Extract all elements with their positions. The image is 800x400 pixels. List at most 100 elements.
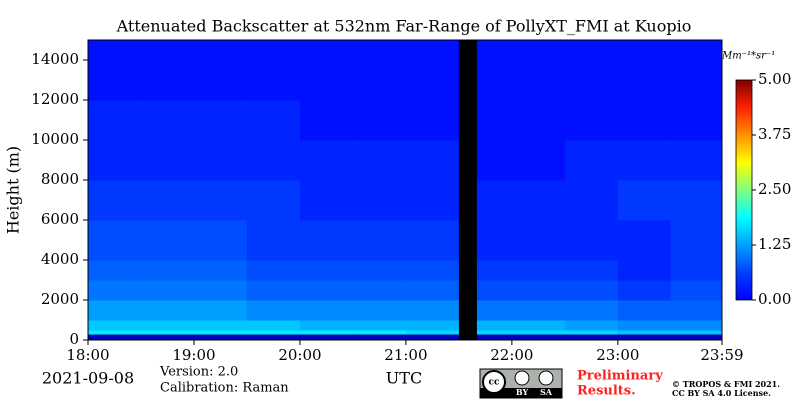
cell	[670, 260, 723, 281]
no-data	[458, 40, 478, 101]
cell	[405, 220, 460, 261]
cell	[193, 280, 248, 301]
cell	[564, 260, 619, 281]
cc-by: BY	[516, 387, 529, 397]
version: Version: 2.0	[159, 365, 238, 380]
no-data	[458, 300, 478, 321]
cell	[299, 280, 354, 301]
cell	[352, 140, 407, 181]
cell	[299, 330, 354, 335]
cell	[511, 260, 566, 281]
date: 2021-09-08	[42, 369, 134, 388]
cell	[299, 260, 354, 281]
cell	[140, 320, 195, 331]
cell	[88, 100, 142, 141]
cell	[352, 40, 407, 101]
cell	[352, 330, 407, 335]
cell	[246, 320, 301, 331]
calibration: Calibration: Raman	[160, 381, 289, 396]
cell	[193, 40, 248, 101]
cell	[670, 220, 723, 261]
cell	[88, 300, 142, 321]
svg-text:cc: cc	[489, 378, 500, 388]
cell	[617, 300, 672, 321]
no-data	[458, 320, 478, 331]
y-tick-label: 6000	[41, 210, 79, 228]
plot-frame	[87, 39, 723, 341]
x-tick-label: 22:00	[490, 346, 533, 364]
cell	[140, 300, 195, 321]
y-tick-label: 0	[69, 330, 79, 348]
chart-title: Attenuated Backscatter at 532nm Far-Rang…	[116, 17, 692, 36]
cell	[140, 100, 195, 141]
cell	[246, 40, 301, 101]
cell	[352, 334, 407, 341]
cell	[564, 300, 619, 321]
cell	[511, 220, 566, 261]
no-data	[458, 260, 478, 281]
colorbar-tick-label: 5.00	[758, 70, 791, 88]
cell	[88, 320, 142, 331]
cell	[140, 330, 195, 335]
cell	[617, 320, 672, 331]
cell	[405, 260, 460, 281]
cell	[88, 40, 142, 101]
cell	[511, 140, 566, 181]
cell	[88, 330, 142, 335]
cell	[476, 260, 513, 281]
cell	[670, 140, 723, 181]
cell	[617, 40, 672, 101]
cell	[511, 280, 566, 301]
cell	[617, 220, 672, 261]
cell	[88, 140, 142, 181]
cell	[299, 140, 354, 181]
cell	[140, 180, 195, 221]
cell	[476, 40, 513, 101]
y-tick-label: 8000	[41, 170, 79, 188]
cell	[246, 140, 301, 181]
cell	[511, 40, 566, 101]
cell	[511, 300, 566, 321]
cell	[299, 220, 354, 261]
cell	[405, 280, 460, 301]
y-tick-label: 14000	[31, 50, 79, 68]
colorbar-tick-label: 0.00	[758, 290, 791, 308]
cell	[193, 140, 248, 181]
cell	[88, 334, 142, 341]
cell	[476, 330, 513, 335]
cell	[511, 180, 566, 221]
cell	[511, 320, 566, 331]
cell	[564, 330, 619, 335]
x-tick-label: 19:00	[172, 346, 215, 364]
cell	[140, 260, 195, 281]
cell	[405, 320, 460, 331]
y-tick-label: 4000	[41, 250, 79, 268]
no-data	[458, 220, 478, 261]
cell	[511, 330, 566, 335]
cell	[246, 180, 301, 221]
x-tick-label: 20:00	[278, 346, 321, 364]
cell	[193, 330, 248, 335]
cell	[670, 180, 723, 221]
cell	[193, 260, 248, 281]
preliminary: Preliminary	[577, 369, 663, 384]
cell	[476, 334, 513, 341]
cell	[670, 40, 723, 101]
cc-sa: SA	[540, 387, 553, 397]
cell	[511, 334, 566, 341]
x-tick-label: 23:59	[700, 346, 743, 364]
x-tick-label: 18:00	[66, 346, 109, 364]
colorbar-tick-label: 3.75	[758, 125, 791, 143]
cell	[299, 334, 354, 341]
cell	[670, 320, 723, 331]
cell	[352, 220, 407, 261]
cell	[670, 100, 723, 141]
cell	[88, 220, 142, 261]
preliminary: Results.	[577, 384, 636, 399]
y-tick-label: 10000	[31, 130, 79, 148]
cell	[352, 260, 407, 281]
cell	[405, 100, 460, 141]
no-data	[458, 140, 478, 181]
cell	[299, 100, 354, 141]
cell	[299, 40, 354, 101]
